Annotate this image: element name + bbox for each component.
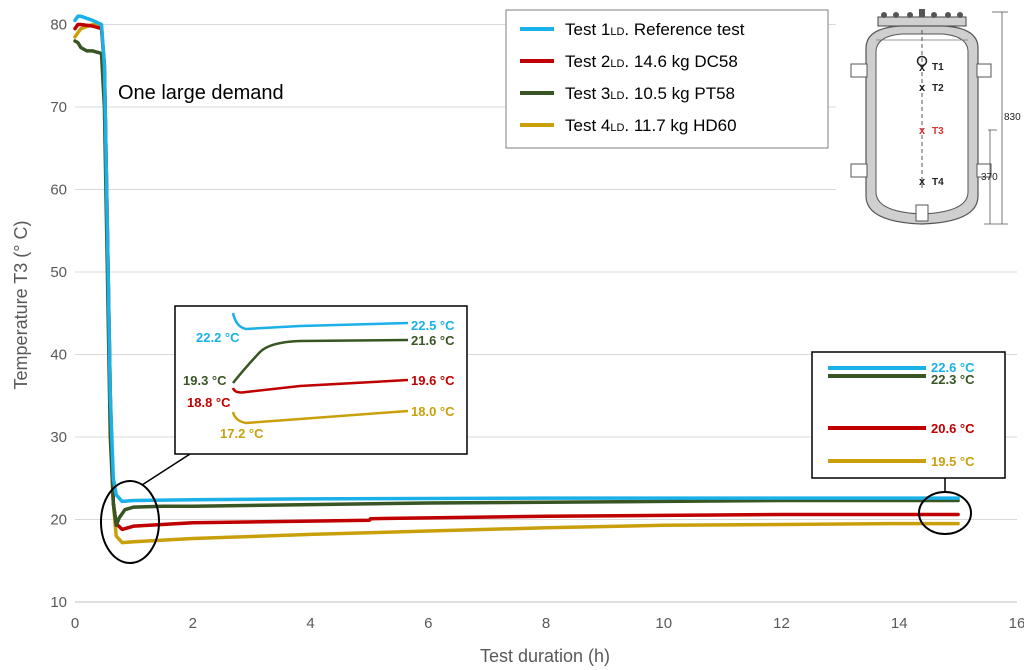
inset-left-box: [174, 305, 468, 455]
bolt-icon: [945, 12, 951, 18]
pipe-inlet-lower: [850, 163, 868, 178]
sensor-x-icon: x: [919, 125, 926, 137]
legend-items: Test 1LD. Reference test Test 2LD. 14.6 k…: [520, 20, 745, 135]
y-tick-label: 40: [50, 347, 67, 364]
x-tick-label: 0: [71, 615, 79, 632]
inset-left-label: 18.0 °C: [411, 404, 455, 419]
y-tick-label: 60: [50, 182, 67, 199]
legend-label: Test 2LD. 14.6 kg DC58: [565, 52, 738, 71]
legend-label: Test 4LD. 11.7 kg HD60: [565, 116, 737, 135]
top-port-icon: [919, 9, 925, 17]
series-line-test-3: [73, 39, 960, 528]
connector-line-left: [141, 453, 191, 486]
inset-left-label: 22.5 °C: [411, 318, 455, 333]
x-tick-label: 4: [306, 615, 314, 632]
inset-left-label: 18.8 °C: [187, 395, 231, 410]
y-tick-label: 80: [50, 17, 67, 34]
inset-left-line-test4: [231, 409, 409, 425]
inset-left-line-test2: [231, 378, 409, 394]
inset-right-label: 19.5 °C: [931, 454, 975, 469]
inset-left-label: 19.3 °C: [183, 373, 227, 388]
sensor-label: T4: [932, 177, 944, 188]
dimension-label: 370: [981, 172, 998, 183]
inset-right-box: [811, 351, 1006, 479]
dimension-labels: 830 370: [981, 112, 1021, 183]
y-axis-title: Temperature T3 (° C): [11, 221, 31, 390]
inset-left-line-test3: [232, 338, 409, 384]
inset-left: 22.2 °C 22.5 °C21.6 °C 19.3 °C 19.6 °C 18.8 …: [174, 305, 468, 455]
sensor-x-icon: x: [919, 176, 926, 188]
y-tick-label: 50: [50, 264, 67, 281]
inset-left-labels: 22.2 °C 22.5 °C21.6 °C 19.3 °C 19.6 °C 18.8 …: [183, 318, 455, 441]
sensor-x-icon: x: [919, 82, 926, 94]
inset-left-label: 22.2 °C: [196, 330, 240, 345]
zoom-callouts: [100, 453, 972, 564]
annotation-text: One large demand: [118, 82, 284, 104]
bolt-icon: [881, 12, 887, 18]
y-tick-label: 30: [50, 429, 67, 446]
x-axis-title: Test duration (h): [480, 646, 610, 666]
y-tick-label: 20: [50, 512, 67, 529]
x-tick-labels: 0 2 4 6 8 10 12 14 16: [71, 615, 1024, 632]
inset-right-labels: 22.6 °C22.3 °C 20.6 °C 19.5 °C: [931, 360, 975, 469]
tank-diagram: x x x x T1 T2 T3 T4 830 370: [836, 8, 1021, 226]
inset-left-label: 21.6 °C: [411, 333, 455, 348]
sensor-x-icon: x: [919, 62, 926, 74]
y-tick-label: 10: [50, 594, 67, 611]
inset-right-label: 20.6 °C: [931, 421, 975, 436]
inset-right-label: 22.3 °C: [931, 372, 975, 387]
bolt-icon: [931, 12, 937, 18]
x-tick-label: 12: [773, 615, 790, 632]
x-tick-label: 16: [1009, 615, 1024, 632]
x-tick-label: 14: [891, 615, 908, 632]
pipe-outlet-upper: [976, 63, 992, 78]
bolt-icon: [907, 12, 913, 18]
legend-box: [505, 9, 829, 149]
x-tick-label: 10: [655, 615, 672, 632]
inset-left-line-test1: [231, 312, 409, 331]
y-tick-label: 70: [50, 99, 67, 116]
inset-right: 22.6 °C22.3 °C 20.6 °C 19.5 °C: [811, 351, 1006, 479]
sensor-ring-icon: [916, 55, 928, 67]
sensor-label: T3: [932, 126, 944, 137]
tank-top-flange: [877, 16, 967, 27]
x-tick-label: 2: [189, 615, 197, 632]
legend-label: Test 3LD. 10.5 kg PT58: [565, 84, 735, 103]
sensor-label: T2: [932, 83, 944, 94]
x-tick-label: 6: [424, 615, 432, 632]
bolt-icon: [893, 12, 899, 18]
series-lines: [73, 14, 960, 545]
inset-left-label: 17.2 °C: [220, 426, 264, 441]
sensor-labels: T1 T2 T3 T4: [932, 62, 944, 188]
y-tick-labels: 10 20 30 40 50 60 70 80: [50, 17, 67, 612]
bolt-icon: [957, 12, 963, 18]
flange-bolts: [881, 9, 963, 18]
series-line-test-1: [73, 14, 960, 504]
sensor-label: T1: [932, 62, 944, 73]
pipe-outlet-lower: [976, 163, 992, 178]
zoom-ellipse-left: [100, 480, 160, 564]
pipe-bottom-drain: [915, 204, 929, 222]
inset-right-label: 22.6 °C: [931, 360, 975, 375]
x-tick-label: 8: [542, 615, 550, 632]
legend: Test 1LD. Reference test Test 2LD. 14.6 k…: [505, 9, 829, 149]
inset-left-label: 19.6 °C: [411, 373, 455, 388]
dimension-label: 830: [1004, 112, 1021, 123]
series-line-test-2: [73, 22, 960, 532]
pipe-inlet-upper: [850, 63, 868, 78]
sensor-markers: x x x x: [919, 62, 926, 188]
legend-label: Test 1LD. Reference test: [565, 20, 745, 39]
